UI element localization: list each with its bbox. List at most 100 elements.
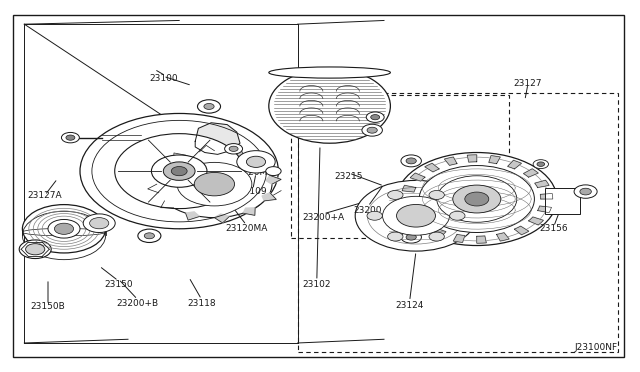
Circle shape xyxy=(450,211,465,220)
Text: 23200+B: 23200+B xyxy=(116,299,159,308)
Text: 23150: 23150 xyxy=(104,280,132,289)
Polygon shape xyxy=(534,180,549,187)
Polygon shape xyxy=(404,211,419,218)
Text: 23150B: 23150B xyxy=(31,302,65,311)
Text: 23120MA: 23120MA xyxy=(225,224,268,233)
Text: 23120M: 23120M xyxy=(232,169,268,177)
Polygon shape xyxy=(401,199,413,205)
Circle shape xyxy=(237,151,275,173)
Circle shape xyxy=(115,134,244,209)
Circle shape xyxy=(26,244,45,255)
Circle shape xyxy=(429,232,444,241)
Polygon shape xyxy=(453,234,465,243)
Circle shape xyxy=(388,232,403,241)
Circle shape xyxy=(406,158,416,164)
Circle shape xyxy=(388,190,403,199)
Circle shape xyxy=(362,124,383,136)
Text: 23109: 23109 xyxy=(239,187,267,196)
Ellipse shape xyxy=(269,67,390,78)
Circle shape xyxy=(144,233,154,239)
Text: 23156: 23156 xyxy=(540,224,568,233)
Circle shape xyxy=(266,167,281,176)
Circle shape xyxy=(401,155,421,167)
Polygon shape xyxy=(200,145,214,154)
Bar xyxy=(545,188,580,214)
Polygon shape xyxy=(529,217,543,225)
Text: J23100NF: J23100NF xyxy=(575,343,618,352)
Text: 23100: 23100 xyxy=(149,74,177,83)
Circle shape xyxy=(138,229,161,243)
Text: 23102: 23102 xyxy=(303,280,331,289)
Bar xyxy=(291,95,509,238)
Text: 23118: 23118 xyxy=(188,299,216,308)
Polygon shape xyxy=(161,201,173,208)
Text: 23215: 23215 xyxy=(335,172,363,181)
Circle shape xyxy=(419,166,534,232)
Polygon shape xyxy=(415,221,430,229)
Polygon shape xyxy=(410,173,425,181)
Polygon shape xyxy=(195,123,240,154)
Circle shape xyxy=(198,100,221,113)
Polygon shape xyxy=(444,157,457,166)
Circle shape xyxy=(90,218,109,229)
Circle shape xyxy=(580,188,591,195)
Polygon shape xyxy=(148,184,163,193)
Circle shape xyxy=(172,167,187,176)
Polygon shape xyxy=(229,148,243,156)
Polygon shape xyxy=(540,193,553,199)
Circle shape xyxy=(66,135,75,140)
Circle shape xyxy=(367,127,378,133)
Circle shape xyxy=(80,113,278,229)
Bar xyxy=(298,93,618,352)
Circle shape xyxy=(397,153,557,246)
Polygon shape xyxy=(402,185,416,192)
Circle shape xyxy=(225,144,243,154)
Text: 23127A: 23127A xyxy=(28,191,62,200)
Text: 23200+A: 23200+A xyxy=(302,213,344,222)
Polygon shape xyxy=(186,212,200,220)
Circle shape xyxy=(533,160,548,169)
Ellipse shape xyxy=(269,69,390,143)
Polygon shape xyxy=(214,214,229,223)
Text: 23124: 23124 xyxy=(396,301,424,310)
Circle shape xyxy=(465,192,489,206)
Circle shape xyxy=(453,185,501,213)
Circle shape xyxy=(367,211,382,220)
Circle shape xyxy=(22,205,106,253)
Circle shape xyxy=(48,219,80,238)
Circle shape xyxy=(19,240,51,259)
Circle shape xyxy=(406,234,416,240)
Circle shape xyxy=(157,151,272,218)
Polygon shape xyxy=(508,160,522,169)
Polygon shape xyxy=(152,167,166,176)
Circle shape xyxy=(401,231,421,243)
Polygon shape xyxy=(477,236,486,243)
Circle shape xyxy=(429,190,444,199)
Circle shape xyxy=(163,162,195,180)
Circle shape xyxy=(437,176,517,222)
Polygon shape xyxy=(425,163,439,172)
Circle shape xyxy=(371,115,380,120)
Circle shape xyxy=(61,132,79,143)
Polygon shape xyxy=(266,176,281,184)
Polygon shape xyxy=(262,193,276,201)
Circle shape xyxy=(355,180,477,251)
Polygon shape xyxy=(538,206,552,213)
Circle shape xyxy=(246,156,266,167)
Polygon shape xyxy=(243,208,255,215)
Circle shape xyxy=(204,103,214,109)
Polygon shape xyxy=(524,169,538,177)
Circle shape xyxy=(229,146,238,151)
Circle shape xyxy=(383,196,449,235)
Circle shape xyxy=(574,185,597,198)
Polygon shape xyxy=(515,226,529,235)
Circle shape xyxy=(152,155,207,187)
Polygon shape xyxy=(467,155,477,162)
Circle shape xyxy=(83,214,115,232)
Circle shape xyxy=(177,162,252,206)
Circle shape xyxy=(195,173,235,196)
Polygon shape xyxy=(255,160,268,167)
Circle shape xyxy=(537,162,545,166)
Polygon shape xyxy=(173,153,186,160)
Polygon shape xyxy=(489,155,500,164)
